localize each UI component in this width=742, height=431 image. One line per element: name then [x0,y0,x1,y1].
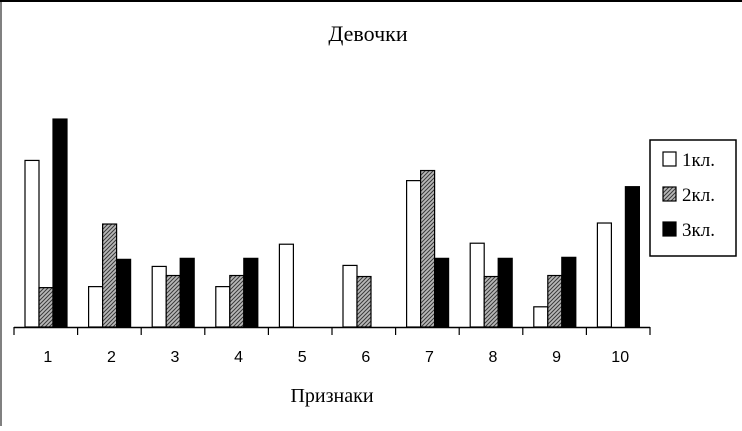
x-tick-label: 8 [489,349,498,366]
bar-3-cat-9 [561,256,577,328]
x-tick-label: 9 [552,349,561,366]
bar-1-cat-8 [469,242,485,328]
bar-1-cat-1 [24,159,40,328]
bar-3-cat-1 [52,118,68,328]
bar-3-cat-10 [624,186,641,328]
x-ticks-group: 1 2 3 4 5 6 7 8 9 10 [13,327,651,366]
legend-swatch-1 [662,151,677,167]
bar-2-cat-7 [420,169,436,328]
x-tick-label: 7 [425,349,434,366]
legend-swatch-3 [662,221,677,237]
bar-1-cat-7 [406,180,422,328]
bar-3-cat-4 [243,257,259,328]
bar-2-cat-4 [229,274,245,328]
bar-1-cat-4 [215,286,231,328]
bars-group [24,118,641,328]
bar-3-cat-8 [497,257,513,328]
x-axis-label: Признаки [290,385,373,407]
x-tick-label: 2 [107,349,116,366]
bar-1-cat-9 [533,306,549,328]
x-tick-label: 1 [43,349,52,366]
bar-3-cat-2 [115,258,132,328]
x-tick-label: 5 [298,349,307,366]
x-tick-label: 6 [361,349,370,366]
bar-2-cat-6 [356,275,372,328]
bar-2-cat-1 [38,287,54,328]
legend-label-1: 1кл. [682,150,715,171]
legend-label-3: 3кл. [682,220,715,241]
legend: 1кл. 2кл. 3кл. [649,139,737,257]
x-tick-label: 10 [611,349,629,366]
bar-1-cat-2 [87,286,104,328]
x-tick-label: 3 [171,349,180,366]
bar-2-cat-2 [101,223,118,328]
bar-1-cat-10 [596,222,613,328]
x-tick-label: 4 [234,349,243,366]
legend-swatch-2 [662,186,677,202]
bar-2-cat-8 [483,275,499,328]
bar-1-cat-3 [151,265,167,328]
bar-2-cat-9 [547,274,563,328]
bar-1-cat-5 [278,243,294,328]
bar-3-cat-3 [179,257,195,328]
legend-label-2: 2кл. [682,185,715,206]
bar-1-cat-6 [342,264,358,328]
bar-3-cat-7 [434,257,450,328]
bar-2-cat-3 [165,274,181,328]
chart-title: Девочки [328,21,407,46]
